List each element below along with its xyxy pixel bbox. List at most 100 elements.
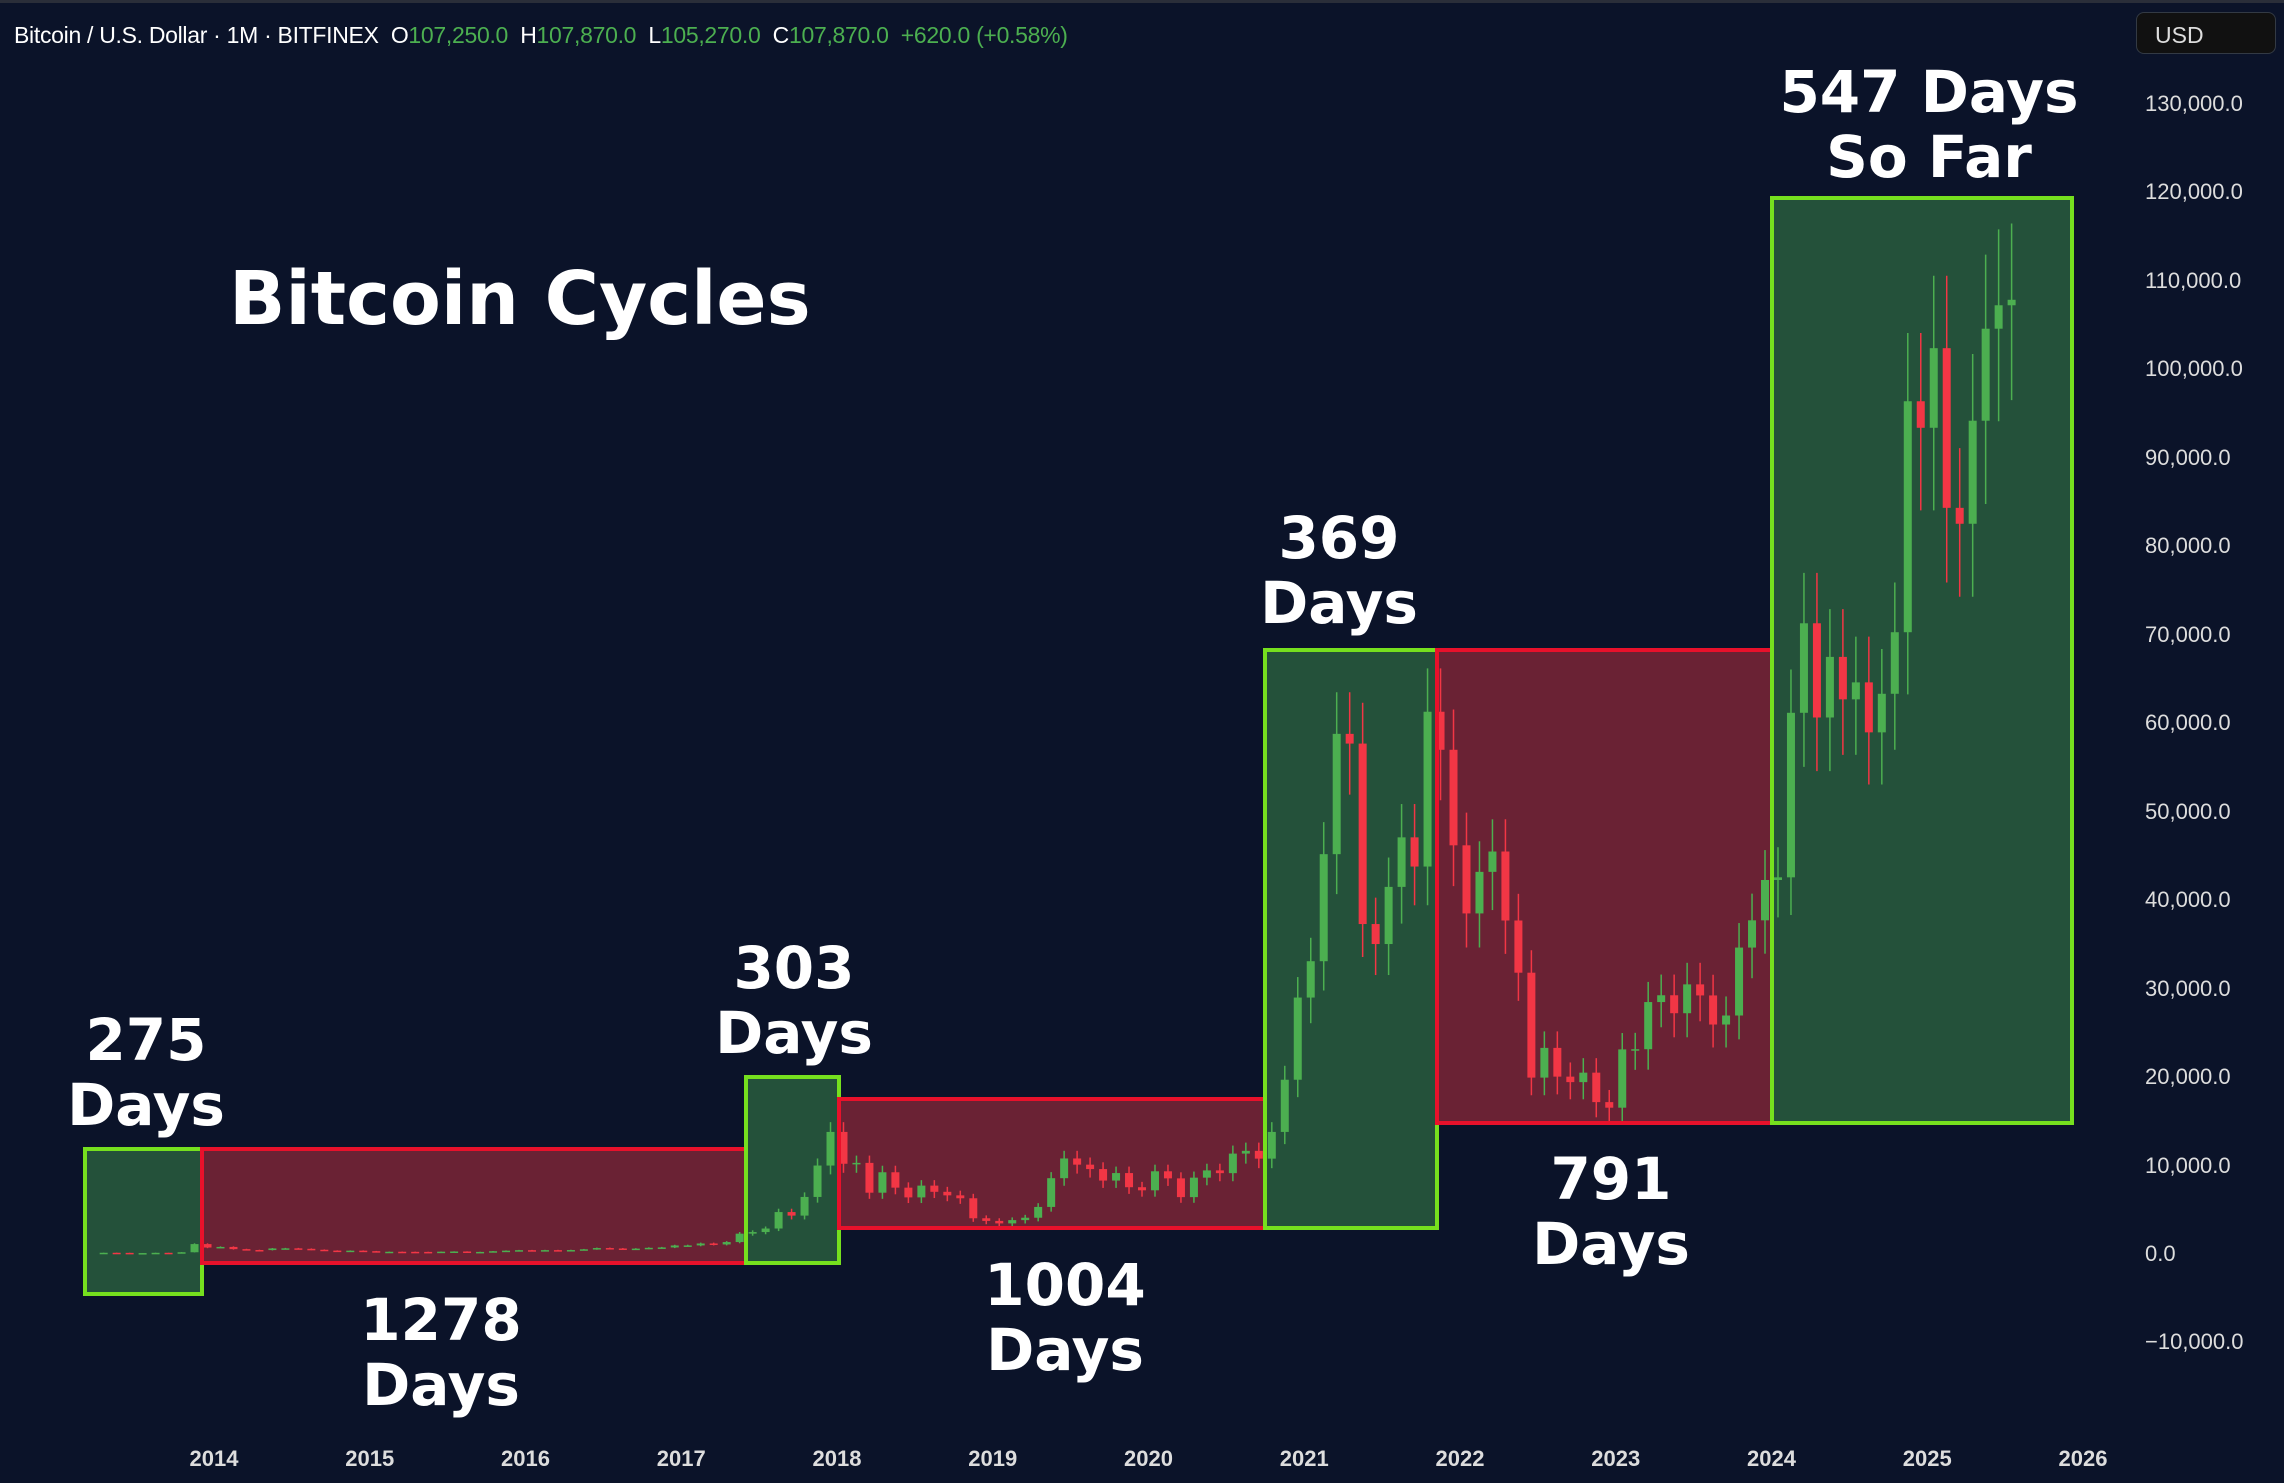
currency-button[interactable]: USD [2136,12,2276,54]
candle-body [1748,920,1757,948]
candle [476,1251,485,1254]
x-tick-label: 2021 [1279,1446,1329,1471]
candle-body [1163,1171,1172,1179]
candle-body [1501,851,1510,921]
candle-body [1773,877,1782,880]
candle [1514,893,1523,1001]
candle [1163,1164,1172,1186]
candle [1968,354,1977,597]
y-tick-label: 30,000.0 [2145,975,2231,1001]
candle-body [1423,711,1432,867]
candle-body [1825,656,1834,718]
candle-body [943,1191,952,1196]
candle [1099,1162,1108,1188]
candle [177,1252,186,1254]
candle [709,1242,718,1246]
candle [1228,1145,1237,1182]
candle [1761,850,1770,954]
candle [969,1193,978,1222]
bear-cycle-box-4[interactable] [839,1099,1265,1228]
y-tick-label: 70,000.0 [2145,621,2231,647]
candle-body [800,1196,809,1216]
candle [1423,668,1432,906]
candle-body [1670,995,1679,1014]
candle-body [1890,632,1899,694]
y-tick-label: 80,000.0 [2145,533,2231,559]
candle-body [1566,1076,1575,1083]
candle-body [1631,1049,1640,1051]
candle [683,1244,692,1247]
candle-body [1138,1187,1147,1191]
candle [1657,974,1666,1028]
candle-body [1371,924,1380,945]
candle [1838,609,1847,755]
bear-cycle-box-6[interactable] [1437,650,1772,1123]
open-label: O [390,22,409,48]
candle [1864,636,1873,785]
y-tick-label: 20,000.0 [2145,1064,2231,1090]
candle [1851,636,1860,755]
candle-body [1086,1164,1095,1170]
candle-body [242,1249,251,1251]
candle [1319,822,1328,991]
bear-cycle-box-2[interactable] [202,1149,746,1263]
candle-body [722,1242,731,1245]
candle [424,1251,433,1254]
candle-body [1553,1047,1562,1077]
candle [411,1251,420,1254]
candle [1241,1142,1250,1164]
candle-body [1384,886,1393,945]
candle-body [1786,712,1795,878]
candle [346,1250,355,1253]
candle-body [1125,1173,1134,1188]
candle [1605,1089,1614,1123]
candle-body [1981,328,1990,421]
candle-body [1942,348,1951,508]
candle-body [177,1252,186,1254]
candle [1384,857,1393,976]
candle [1825,609,1834,772]
candle [852,1155,861,1173]
cycle-days-unit: Days [1532,1210,1690,1278]
candle-body [1332,733,1341,855]
candle-body [696,1243,705,1246]
candle [1138,1181,1147,1197]
bull-cycle-box-5[interactable] [1265,650,1437,1228]
candle [1994,229,2003,422]
bull-cycle-box-7[interactable] [1772,198,2072,1123]
y-tick-label: 10,000.0 [2145,1152,2231,1178]
candle [1644,981,1653,1070]
candle [917,1180,926,1204]
candle [1371,897,1380,976]
candle [1735,923,1744,1040]
candle [1748,893,1757,979]
candle-body [333,1250,342,1253]
candle-body [826,1131,835,1166]
candle [489,1251,498,1253]
candle [605,1247,614,1250]
symbol-name[interactable]: Bitcoin / U.S. Dollar · 1M · BITFINEX [14,22,379,48]
candle [1021,1214,1030,1224]
cycle-label-5: 369 Days [1260,506,1418,636]
candle [1332,692,1341,895]
bull-cycle-box-1[interactable] [85,1149,202,1294]
candle-body [1475,871,1484,914]
cycle-days-number: 303 [733,934,855,1002]
candle [943,1186,952,1202]
candle-body [1735,947,1744,1016]
candle-body [1696,984,1705,996]
candle-body [190,1244,199,1253]
candle-body [1657,995,1666,1003]
candle [904,1182,913,1204]
candle [1722,996,1731,1048]
candle-body [1008,1220,1017,1224]
candle [203,1243,212,1249]
bull-cycle-box-3[interactable] [746,1077,839,1263]
candle [813,1158,822,1203]
candle-body [359,1250,368,1253]
candle-body [1812,623,1821,718]
y-tick-label: 100,000.0 [2145,356,2243,382]
candle-body [1709,995,1718,1025]
candle-body [787,1212,796,1216]
